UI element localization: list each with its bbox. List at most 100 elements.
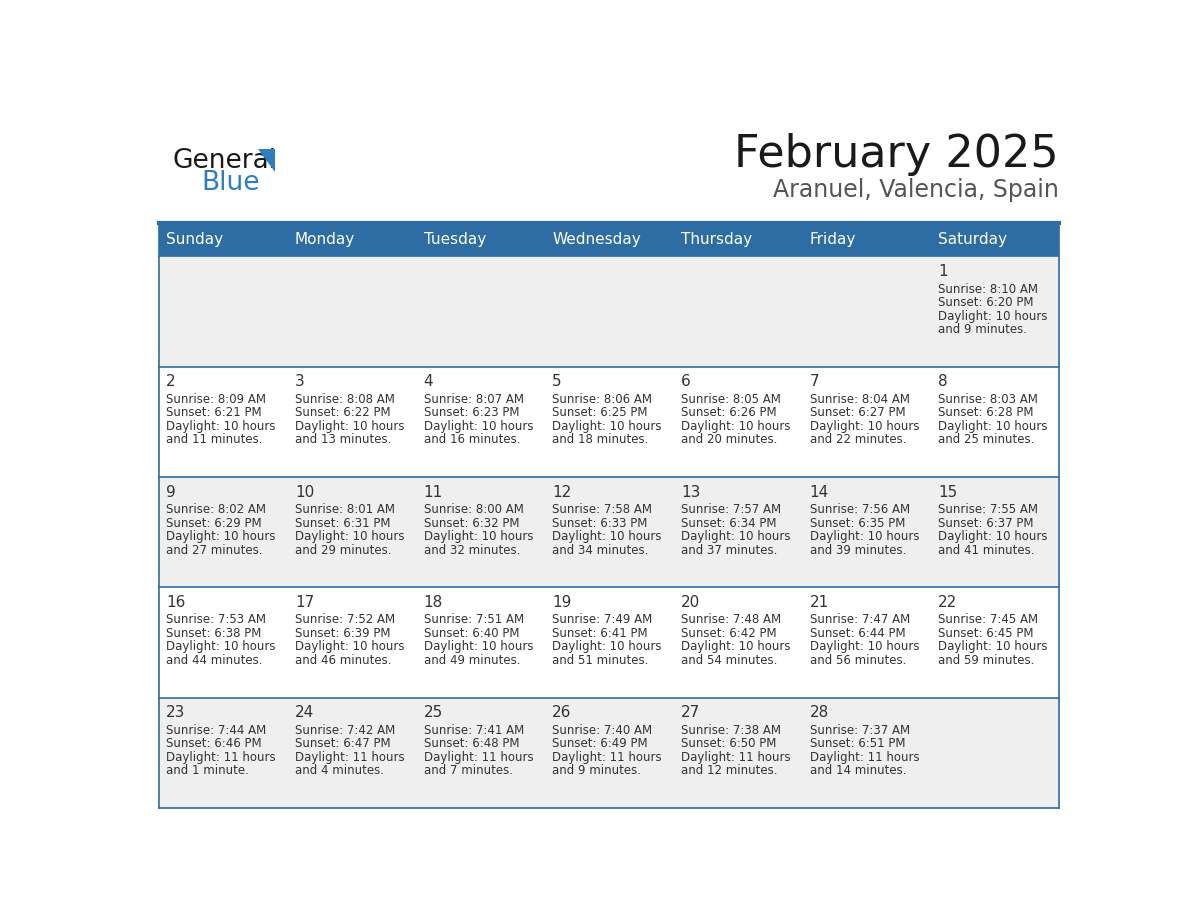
Text: Sunset: 6:33 PM: Sunset: 6:33 PM: [552, 517, 647, 530]
Text: Sunrise: 7:41 AM: Sunrise: 7:41 AM: [424, 723, 524, 737]
Text: 15: 15: [939, 485, 958, 499]
Text: and 18 minutes.: and 18 minutes.: [552, 433, 649, 446]
Text: Daylight: 10 hours: Daylight: 10 hours: [424, 530, 533, 543]
Text: 3: 3: [295, 375, 305, 389]
FancyBboxPatch shape: [158, 256, 1060, 366]
FancyBboxPatch shape: [158, 366, 1060, 477]
Text: Daylight: 11 hours: Daylight: 11 hours: [424, 751, 533, 764]
Text: and 12 minutes.: and 12 minutes.: [681, 764, 777, 778]
Text: 22: 22: [939, 595, 958, 610]
Text: Sunset: 6:22 PM: Sunset: 6:22 PM: [295, 407, 391, 420]
Text: and 32 minutes.: and 32 minutes.: [424, 543, 520, 556]
Text: General: General: [172, 148, 277, 174]
Text: Sunrise: 7:37 AM: Sunrise: 7:37 AM: [809, 723, 910, 737]
Text: Sunset: 6:31 PM: Sunset: 6:31 PM: [295, 517, 391, 530]
Text: Sunrise: 8:07 AM: Sunrise: 8:07 AM: [424, 393, 524, 406]
Text: and 54 minutes.: and 54 minutes.: [681, 654, 777, 666]
Text: Sunrise: 7:55 AM: Sunrise: 7:55 AM: [939, 503, 1038, 516]
Text: 18: 18: [424, 595, 443, 610]
FancyBboxPatch shape: [158, 588, 1060, 698]
Text: Wednesday: Wednesday: [552, 232, 642, 247]
Text: Sunset: 6:35 PM: Sunset: 6:35 PM: [809, 517, 905, 530]
Text: and 9 minutes.: and 9 minutes.: [552, 764, 642, 778]
Text: Daylight: 10 hours: Daylight: 10 hours: [681, 641, 790, 654]
Text: 1: 1: [939, 264, 948, 279]
Text: Sunrise: 7:53 AM: Sunrise: 7:53 AM: [166, 613, 266, 626]
Text: 14: 14: [809, 485, 829, 499]
Text: Sunset: 6:25 PM: Sunset: 6:25 PM: [552, 407, 647, 420]
Text: and 59 minutes.: and 59 minutes.: [939, 654, 1035, 666]
Text: Sunset: 6:47 PM: Sunset: 6:47 PM: [295, 737, 391, 750]
Text: Sunrise: 8:03 AM: Sunrise: 8:03 AM: [939, 393, 1038, 406]
Text: Sunset: 6:45 PM: Sunset: 6:45 PM: [939, 627, 1034, 640]
Text: Daylight: 11 hours: Daylight: 11 hours: [295, 751, 405, 764]
Text: 9: 9: [166, 485, 176, 499]
Text: and 41 minutes.: and 41 minutes.: [939, 543, 1035, 556]
Text: Sunrise: 7:56 AM: Sunrise: 7:56 AM: [809, 503, 910, 516]
Text: Sunrise: 8:10 AM: Sunrise: 8:10 AM: [939, 283, 1038, 296]
Text: Daylight: 10 hours: Daylight: 10 hours: [809, 420, 920, 433]
Text: Daylight: 10 hours: Daylight: 10 hours: [809, 530, 920, 543]
Text: Daylight: 10 hours: Daylight: 10 hours: [939, 530, 1048, 543]
Text: Sunrise: 8:01 AM: Sunrise: 8:01 AM: [295, 503, 394, 516]
Text: Sunset: 6:27 PM: Sunset: 6:27 PM: [809, 407, 905, 420]
Text: Daylight: 10 hours: Daylight: 10 hours: [939, 309, 1048, 322]
Text: Thursday: Thursday: [681, 232, 752, 247]
Text: and 14 minutes.: and 14 minutes.: [809, 764, 906, 778]
Text: Daylight: 10 hours: Daylight: 10 hours: [681, 420, 790, 433]
Text: Sunset: 6:44 PM: Sunset: 6:44 PM: [809, 627, 905, 640]
Text: Daylight: 11 hours: Daylight: 11 hours: [809, 751, 920, 764]
Text: Daylight: 10 hours: Daylight: 10 hours: [166, 641, 276, 654]
Text: Sunset: 6:39 PM: Sunset: 6:39 PM: [295, 627, 391, 640]
Text: Daylight: 10 hours: Daylight: 10 hours: [939, 641, 1048, 654]
Text: Sunset: 6:20 PM: Sunset: 6:20 PM: [939, 297, 1034, 309]
Text: 7: 7: [809, 375, 820, 389]
Text: Sunrise: 7:49 AM: Sunrise: 7:49 AM: [552, 613, 652, 626]
Text: 10: 10: [295, 485, 314, 499]
Text: and 51 minutes.: and 51 minutes.: [552, 654, 649, 666]
Text: Sunrise: 8:09 AM: Sunrise: 8:09 AM: [166, 393, 266, 406]
Text: Sunset: 6:26 PM: Sunset: 6:26 PM: [681, 407, 777, 420]
Text: Sunrise: 7:57 AM: Sunrise: 7:57 AM: [681, 503, 781, 516]
Text: and 34 minutes.: and 34 minutes.: [552, 543, 649, 556]
Text: Sunrise: 8:08 AM: Sunrise: 8:08 AM: [295, 393, 394, 406]
Text: Daylight: 10 hours: Daylight: 10 hours: [681, 530, 790, 543]
Text: Sunrise: 7:58 AM: Sunrise: 7:58 AM: [552, 503, 652, 516]
Text: and 16 minutes.: and 16 minutes.: [424, 433, 520, 446]
Text: Sunset: 6:21 PM: Sunset: 6:21 PM: [166, 407, 261, 420]
Text: 4: 4: [424, 375, 434, 389]
Text: and 37 minutes.: and 37 minutes.: [681, 543, 777, 556]
Text: 8: 8: [939, 375, 948, 389]
Polygon shape: [258, 149, 274, 172]
Text: Saturday: Saturday: [939, 232, 1007, 247]
Text: Sunrise: 7:42 AM: Sunrise: 7:42 AM: [295, 723, 396, 737]
Text: Monday: Monday: [295, 232, 355, 247]
FancyBboxPatch shape: [158, 698, 1060, 808]
Text: and 20 minutes.: and 20 minutes.: [681, 433, 777, 446]
Text: 12: 12: [552, 485, 571, 499]
Text: Friday: Friday: [809, 232, 855, 247]
Text: Sunset: 6:50 PM: Sunset: 6:50 PM: [681, 737, 776, 750]
Text: Sunrise: 7:52 AM: Sunrise: 7:52 AM: [295, 613, 396, 626]
Text: Sunrise: 7:38 AM: Sunrise: 7:38 AM: [681, 723, 781, 737]
Text: Sunrise: 8:02 AM: Sunrise: 8:02 AM: [166, 503, 266, 516]
Text: Sunset: 6:46 PM: Sunset: 6:46 PM: [166, 737, 261, 750]
Text: 28: 28: [809, 705, 829, 721]
Text: Daylight: 10 hours: Daylight: 10 hours: [295, 420, 404, 433]
Text: and 25 minutes.: and 25 minutes.: [939, 433, 1035, 446]
Text: and 7 minutes.: and 7 minutes.: [424, 764, 513, 778]
Text: Sunrise: 8:00 AM: Sunrise: 8:00 AM: [424, 503, 524, 516]
Text: Sunrise: 8:05 AM: Sunrise: 8:05 AM: [681, 393, 781, 406]
Text: 27: 27: [681, 705, 700, 721]
Text: 2: 2: [166, 375, 176, 389]
Text: 20: 20: [681, 595, 700, 610]
Text: and 9 minutes.: and 9 minutes.: [939, 323, 1028, 336]
Text: Sunrise: 7:45 AM: Sunrise: 7:45 AM: [939, 613, 1038, 626]
Text: Sunset: 6:40 PM: Sunset: 6:40 PM: [424, 627, 519, 640]
Text: and 49 minutes.: and 49 minutes.: [424, 654, 520, 666]
Text: Tuesday: Tuesday: [424, 232, 486, 247]
Text: and 44 minutes.: and 44 minutes.: [166, 654, 263, 666]
Text: and 13 minutes.: and 13 minutes.: [295, 433, 391, 446]
Text: Daylight: 10 hours: Daylight: 10 hours: [552, 420, 662, 433]
Text: and 4 minutes.: and 4 minutes.: [295, 764, 384, 778]
